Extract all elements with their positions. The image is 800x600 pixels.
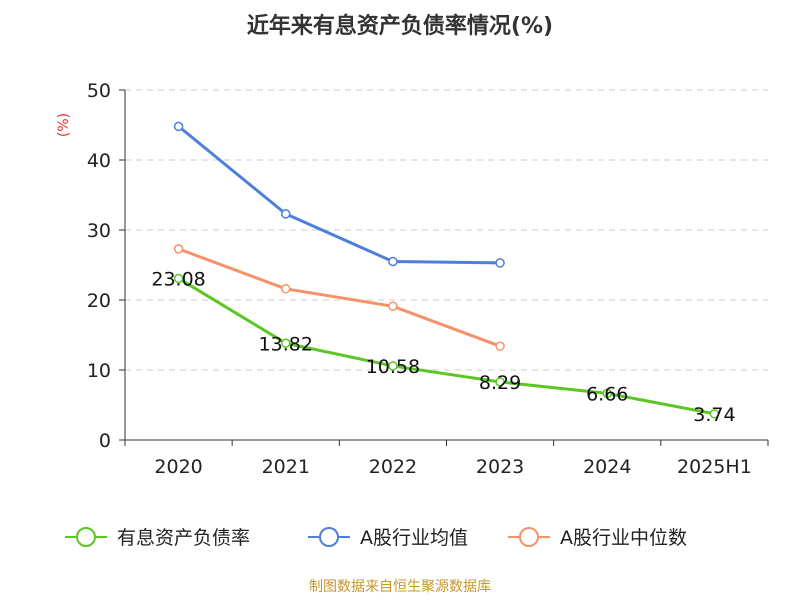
data-point <box>709 409 720 419</box>
x-tick-label: 2020 <box>154 456 202 478</box>
y-tick-label: 0 <box>99 430 111 452</box>
x-tick-label: 2021 <box>262 456 310 478</box>
data-label: 8.29 <box>479 372 521 394</box>
series-line <box>177 276 716 416</box>
chart-title: 近年来有息资产负债率情况(%) <box>247 13 553 39</box>
data-point <box>173 244 184 254</box>
y-tick-label: 30 <box>87 220 111 242</box>
data-label: 13.82 <box>259 333 313 355</box>
legend-marker <box>76 527 96 547</box>
x-tick-label: 2022 <box>369 456 417 478</box>
data-point <box>388 301 398 312</box>
legend-label: A股行业均值 <box>360 527 468 549</box>
legend-label: A股行业中位数 <box>560 527 687 549</box>
data-point <box>281 284 291 294</box>
series-line <box>177 124 502 265</box>
x-tick-label: 2024 <box>583 456 631 478</box>
y-tick-label: 20 <box>87 290 111 312</box>
source-note: 制图数据来自恒生聚源数据库 <box>309 579 491 595</box>
series-line <box>177 247 502 348</box>
grid <box>125 89 768 371</box>
data-point <box>388 361 398 371</box>
data-point <box>281 338 291 349</box>
y-tick-label: 40 <box>87 150 111 172</box>
data-point <box>602 388 612 399</box>
y-unit-label: (%) <box>56 113 72 137</box>
y-tick-label: 50 <box>87 80 111 102</box>
data-point <box>495 258 505 268</box>
data-point <box>173 273 184 284</box>
axes: 0 10 20 30 40 50 2020 2021 2022 2023 2024 2025H1 <box>87 80 769 478</box>
legend-marker <box>519 527 539 547</box>
data-point <box>281 209 291 219</box>
legend-label: 有息资产负债率 <box>117 527 250 549</box>
legend: 有息资产负债率 A股行业均值 A股行业中位数 <box>65 527 687 549</box>
y-tick-label: 10 <box>87 360 111 382</box>
data-point <box>388 256 398 267</box>
data-point <box>495 377 505 387</box>
data-point <box>173 121 184 132</box>
data-label: 3.74 <box>693 404 735 426</box>
x-tick-label: 2025H1 <box>677 456 752 478</box>
data-label: 6.66 <box>586 383 628 405</box>
legend-marker <box>319 527 339 547</box>
data-label: 10.58 <box>366 356 420 378</box>
data-label: 23.08 <box>151 268 205 290</box>
data-labels: 23.08 13.82 10.58 8.29 6.66 3.74 <box>151 268 735 425</box>
x-tick-label: 2023 <box>476 456 524 478</box>
plot-area <box>173 121 720 419</box>
data-point <box>495 341 505 351</box>
